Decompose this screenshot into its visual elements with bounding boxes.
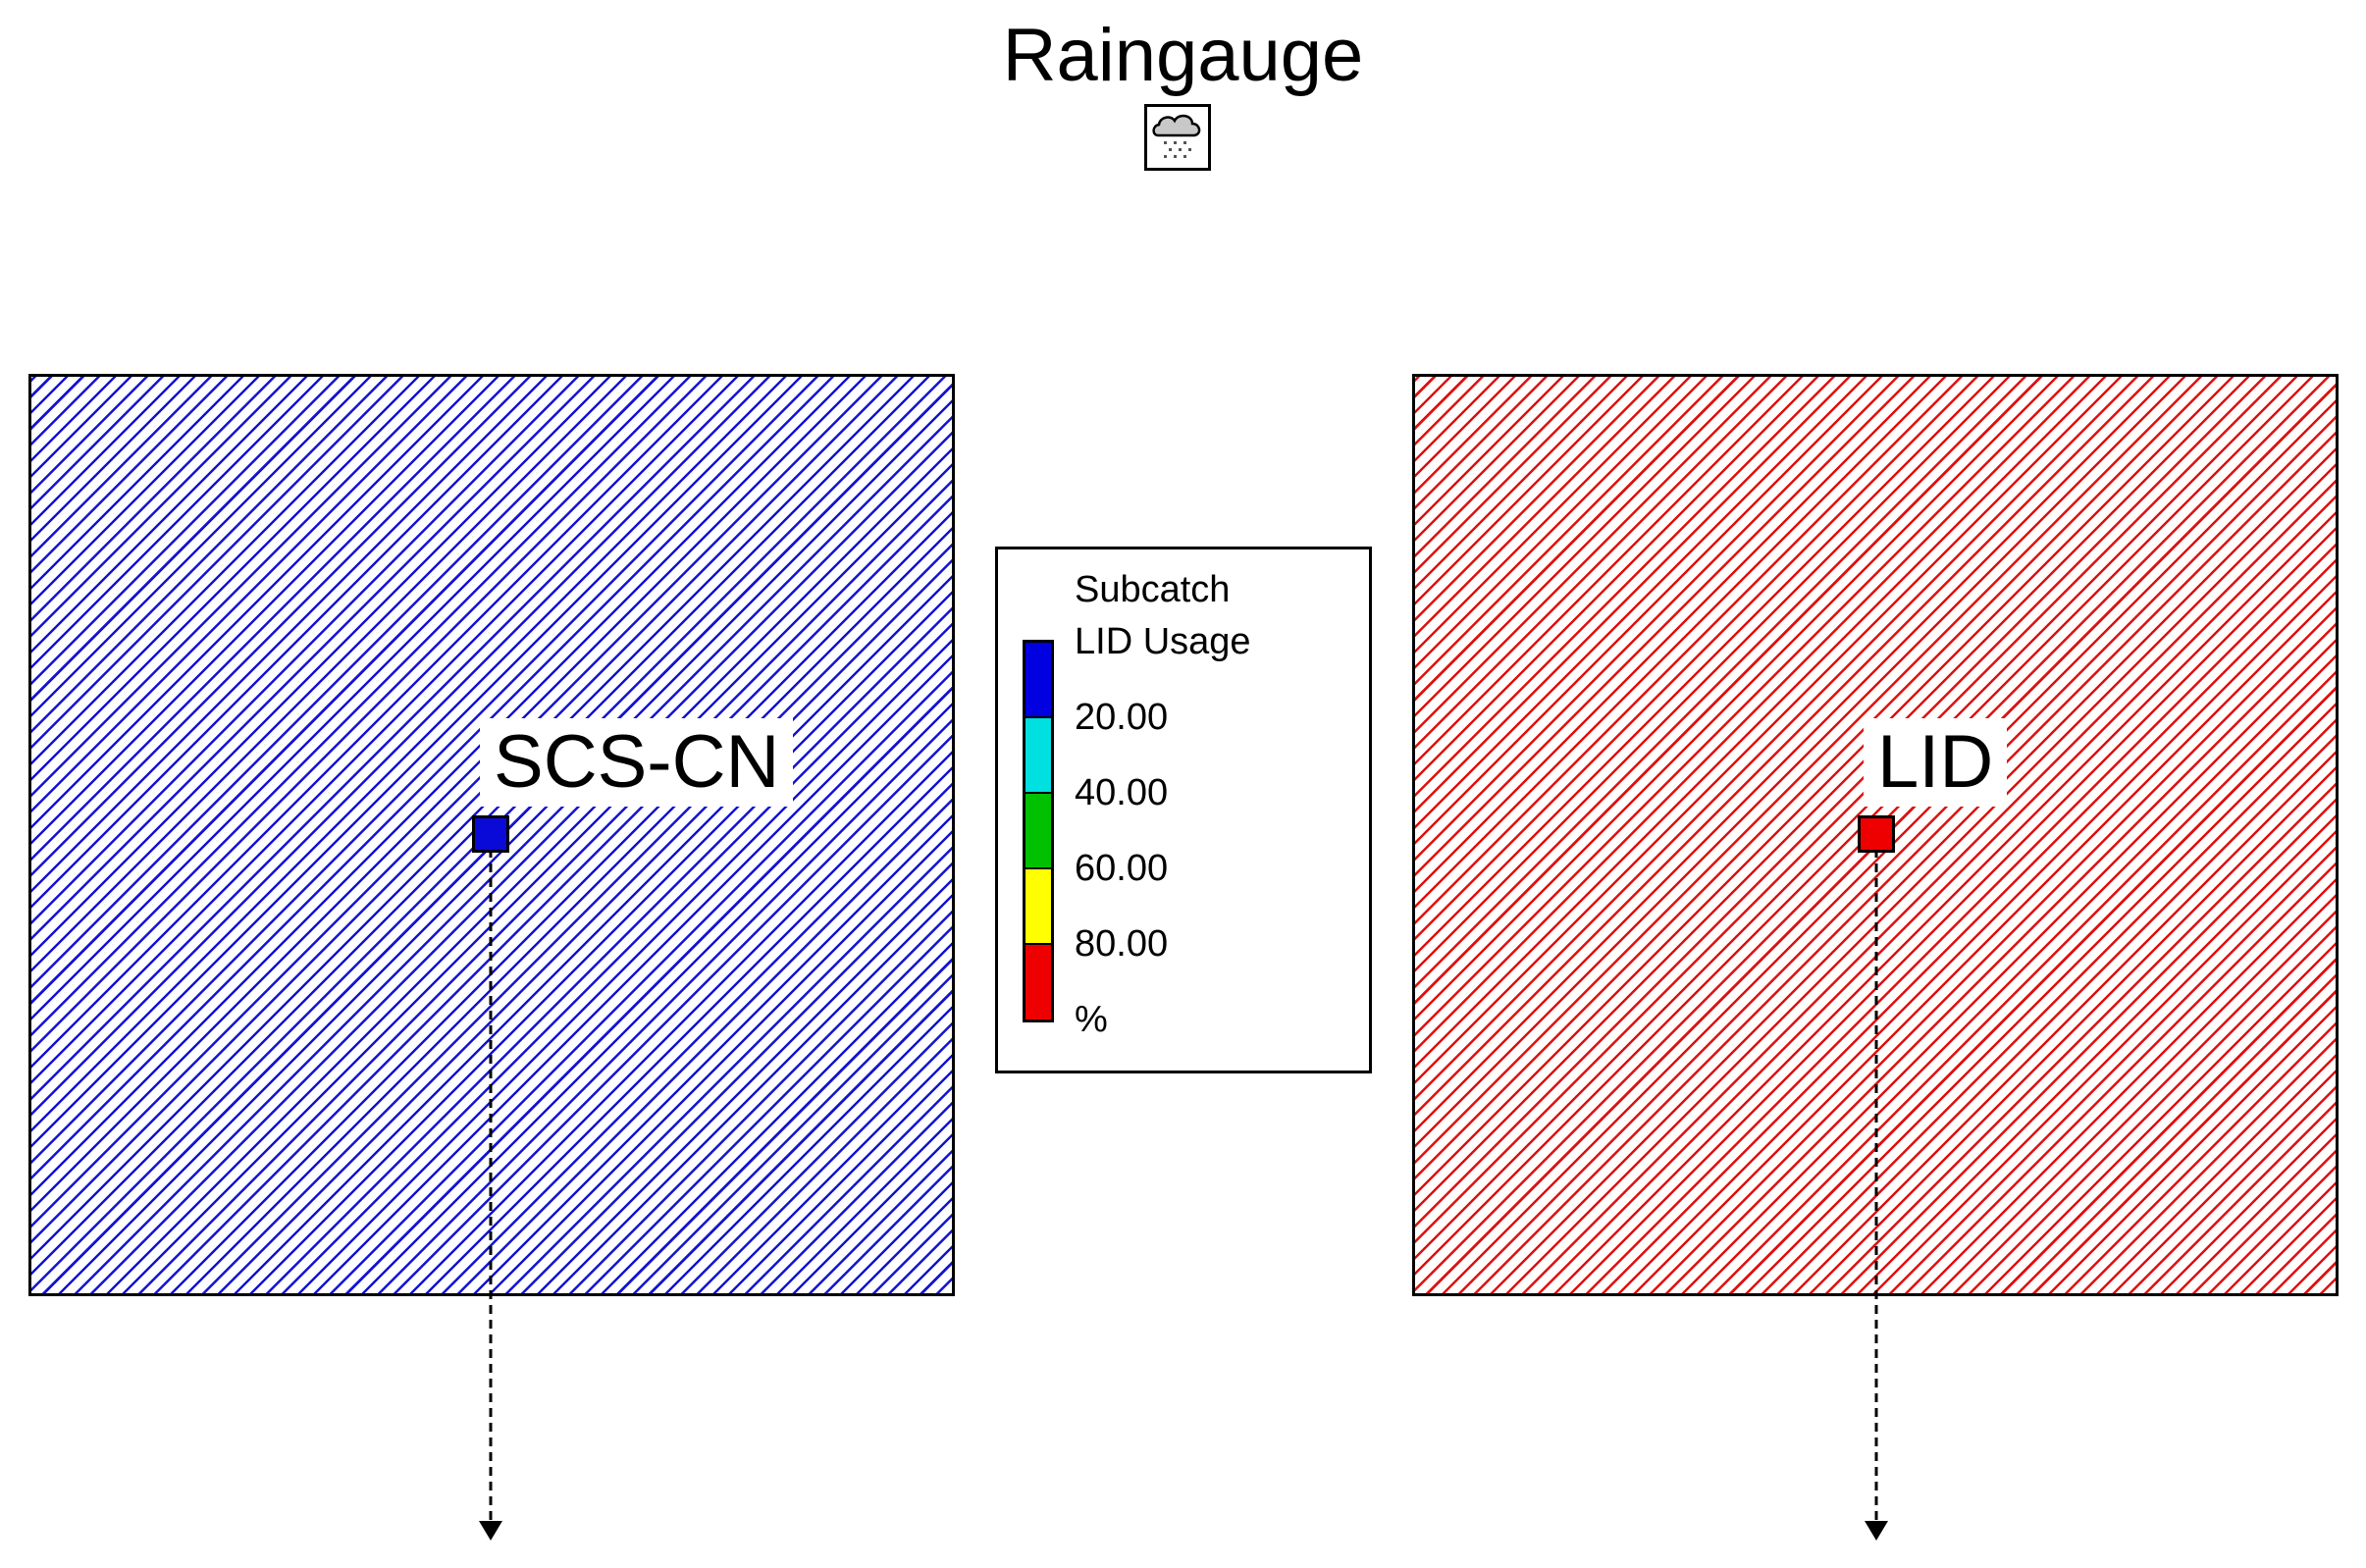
legend-breakpoint-4: 80.00 [1075, 923, 1169, 965]
legend-color-ramp [1023, 640, 1054, 1022]
centroid-lid[interactable] [1858, 815, 1895, 853]
legend-swatch-2 [1025, 718, 1051, 794]
subcatchment-label-scs-cn[interactable]: SCS-CN [480, 718, 794, 807]
legend-swatch-5 [1025, 945, 1051, 1019]
rain-cloud-icon[interactable] [1144, 104, 1211, 171]
map-legend[interactable]: Subcatch LID Usage 20.00 40.00 60.00 80.… [995, 547, 1372, 1073]
legend-unit: % [1075, 999, 1108, 1040]
raingauge-label: Raingauge [1002, 14, 1364, 97]
legend-swatch-3 [1025, 794, 1051, 869]
legend-swatch-4 [1025, 869, 1051, 945]
legend-breakpoint-3: 60.00 [1075, 848, 1169, 889]
legend-breakpoint-2: 40.00 [1075, 772, 1169, 813]
legend-swatch-1 [1025, 643, 1051, 718]
centroid-scs-cn[interactable] [472, 815, 509, 853]
legend-title-line1: Subcatch [1075, 569, 1231, 610]
subcatchment-label-lid[interactable]: LID [1864, 718, 2008, 807]
legend-title-line2: LID Usage [1075, 621, 1251, 662]
outlet-arrow-scs-cn-icon [479, 1521, 502, 1541]
legend-breakpoint-1: 20.00 [1075, 697, 1169, 738]
outlet-arrow-lid-icon [1865, 1521, 1888, 1541]
